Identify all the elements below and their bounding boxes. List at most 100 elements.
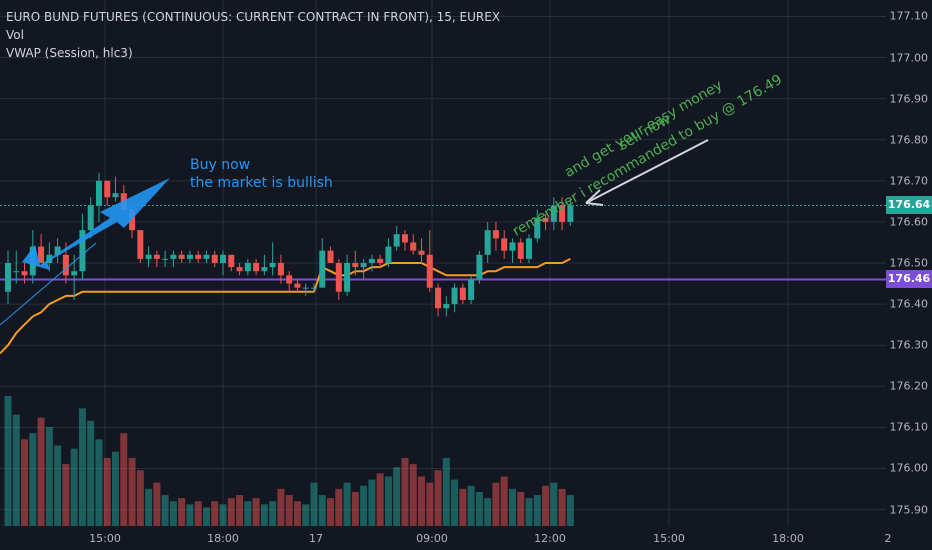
volume-bar	[62, 464, 70, 526]
time-tick-label: 15:00	[653, 532, 685, 545]
volume-bar	[186, 504, 194, 526]
horizontal-line-price-tag: 176.46	[886, 270, 932, 289]
volume-bar	[533, 495, 541, 526]
user-drawings	[0, 139, 709, 326]
volume-bar	[4, 396, 12, 526]
volume-bar	[128, 457, 136, 526]
price-tick-label: 176.30	[889, 338, 929, 352]
volume-bar	[327, 498, 335, 526]
candle-body	[517, 242, 524, 259]
candle-body	[385, 246, 392, 263]
volume-bar	[12, 414, 20, 526]
candle-body	[559, 205, 566, 222]
candle-body	[79, 230, 86, 272]
price-tick-label: 176.60	[889, 215, 929, 229]
sell-arrow-line	[585, 139, 709, 204]
candle-body	[62, 254, 69, 276]
buy-annotation-line1: Buy now	[190, 157, 251, 173]
candle-body	[244, 263, 251, 272]
candle-body	[509, 242, 516, 251]
volume-bar	[120, 433, 128, 526]
candle-body	[484, 230, 491, 255]
volume-bar	[95, 439, 103, 526]
candle-body	[261, 267, 268, 272]
volume-bar	[384, 476, 392, 526]
volume-bar	[409, 464, 417, 526]
volume-bar	[459, 488, 467, 526]
volume-bar	[360, 485, 368, 526]
candle-body	[112, 193, 119, 198]
candle-body	[203, 254, 210, 259]
volume-bar	[293, 501, 301, 526]
candle-body	[426, 254, 433, 288]
volume-bar	[194, 501, 202, 526]
candle-body	[401, 234, 408, 243]
time-tick-label: 09:00	[416, 532, 448, 545]
candle-body	[327, 250, 334, 263]
volume-bar	[368, 479, 376, 526]
volume-bar	[136, 470, 144, 526]
current-price-tag: 176.64	[886, 196, 932, 215]
buy-arrow-shape	[22, 178, 170, 270]
volume-bar	[112, 451, 120, 526]
candle-body	[468, 279, 475, 300]
price-tick-label: 176.80	[889, 133, 929, 147]
volume-bar	[426, 482, 434, 526]
trend-line	[0, 242, 97, 326]
volume-bar	[252, 498, 260, 526]
sell-arrow-head	[585, 189, 604, 206]
volume-bar	[285, 495, 293, 526]
candle-body	[277, 263, 284, 276]
candle-body	[344, 263, 351, 292]
buy-annotation[interactable]: Buy now the market is bullish	[190, 156, 333, 192]
volume-bar	[525, 498, 533, 526]
candle-body	[310, 287, 317, 289]
volume-bars	[4, 396, 574, 526]
price-axis[interactable]: 177.10 177.00 176.90 176.80 176.70 176.60 176.…	[886, 0, 932, 526]
candle-body	[352, 263, 359, 268]
price-tick-label: 176.50	[889, 256, 929, 270]
candle-body	[377, 258, 384, 263]
volume-bar	[277, 488, 285, 526]
volume-bar	[475, 491, 483, 526]
price-tick-label: 177.00	[889, 51, 929, 65]
volume-bar	[45, 426, 53, 526]
volume-bar	[269, 501, 277, 526]
volume-bar	[318, 495, 326, 526]
vwap-indicator-label: VWAP (Session, hlc3)	[6, 46, 133, 60]
candle-body	[393, 234, 400, 247]
volume-bar	[517, 491, 525, 526]
candle-body	[294, 283, 301, 288]
chart-grid	[0, 0, 889, 526]
candle-body	[567, 205, 574, 222]
volume-bar	[467, 485, 475, 526]
volume-bar	[219, 504, 227, 526]
volume-bar	[54, 445, 62, 526]
price-tick-label: 176.00	[889, 461, 929, 475]
candle-body	[269, 263, 276, 268]
volume-bar	[29, 433, 37, 526]
volume-bar	[418, 476, 425, 526]
candle-body	[211, 254, 218, 263]
candle-body	[129, 209, 136, 231]
volume-bar	[335, 488, 343, 526]
time-tick-label: 12:00	[534, 532, 566, 545]
candle-body	[195, 254, 202, 259]
candle-body	[476, 254, 483, 280]
candlesticks	[5, 172, 574, 317]
candle-body	[443, 304, 450, 309]
volume-bar	[351, 491, 359, 526]
volume-bar	[442, 457, 450, 526]
candle-body	[95, 180, 102, 206]
candle-body	[170, 254, 177, 259]
volume-bar	[37, 417, 45, 526]
candle-body	[286, 275, 293, 284]
time-axis[interactable]: 15:00 18:00 17 09:00 12:00 15:00 18:00 2	[0, 526, 932, 550]
candle-body	[526, 238, 533, 259]
price-tick-label: 176.10	[889, 420, 929, 434]
volume-bar	[78, 408, 86, 526]
candle-body	[236, 267, 243, 272]
time-tick-label: 2	[884, 532, 892, 545]
candle-body	[534, 217, 541, 239]
